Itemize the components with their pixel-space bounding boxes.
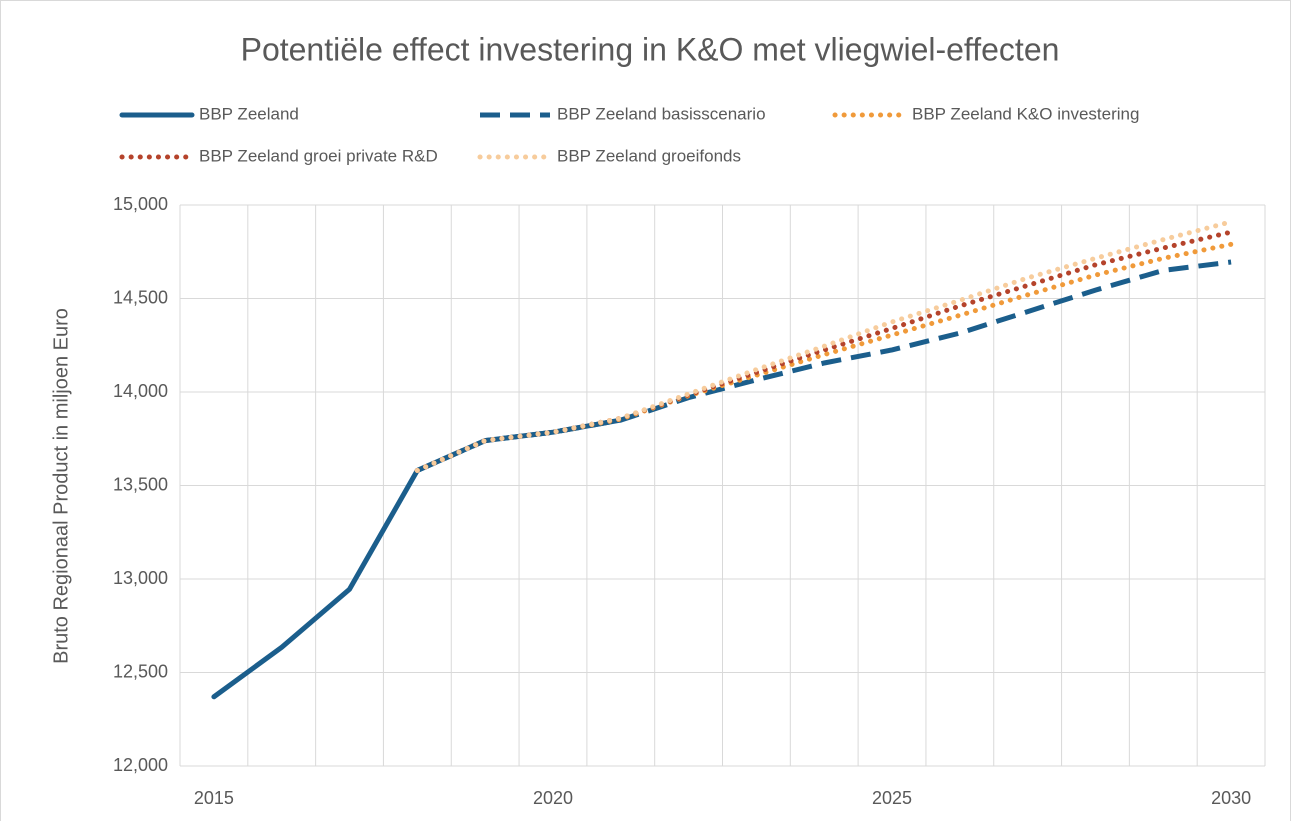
legend-label: BBP Zeeland	[199, 104, 299, 123]
y-tick-label: 14,500	[113, 287, 168, 307]
series-line	[416, 259, 1232, 473]
x-tick-label: 2025	[872, 788, 912, 808]
legend-label: BBP Zeeland basisscenario	[557, 104, 766, 123]
y-tick-label: 12,000	[113, 755, 168, 775]
x-tick-label: 2030	[1211, 788, 1251, 808]
x-tick-label: 2015	[194, 788, 234, 808]
y-tick-label: 15,000	[113, 194, 168, 214]
chart-title: Potentiële effect investering in K&O met…	[241, 31, 1060, 67]
y-tick-label: 13,500	[113, 474, 168, 494]
series-line	[414, 219, 1234, 473]
series-line	[414, 229, 1234, 473]
y-axis-title: Bruto Regionaal Product in miljoen Euro	[50, 308, 72, 664]
legend-label: BBP Zeeland groei private R&D	[199, 146, 438, 165]
y-tick-label: 14,000	[113, 381, 168, 401]
y-tick-label: 12,500	[113, 661, 168, 681]
x-tick-label: 2020	[533, 788, 573, 808]
series-line	[414, 241, 1234, 473]
legend-label: BBP Zeeland groeifonds	[557, 146, 741, 165]
y-tick-label: 13,000	[113, 568, 168, 588]
legend-label: BBP Zeeland K&O investering	[912, 104, 1139, 123]
